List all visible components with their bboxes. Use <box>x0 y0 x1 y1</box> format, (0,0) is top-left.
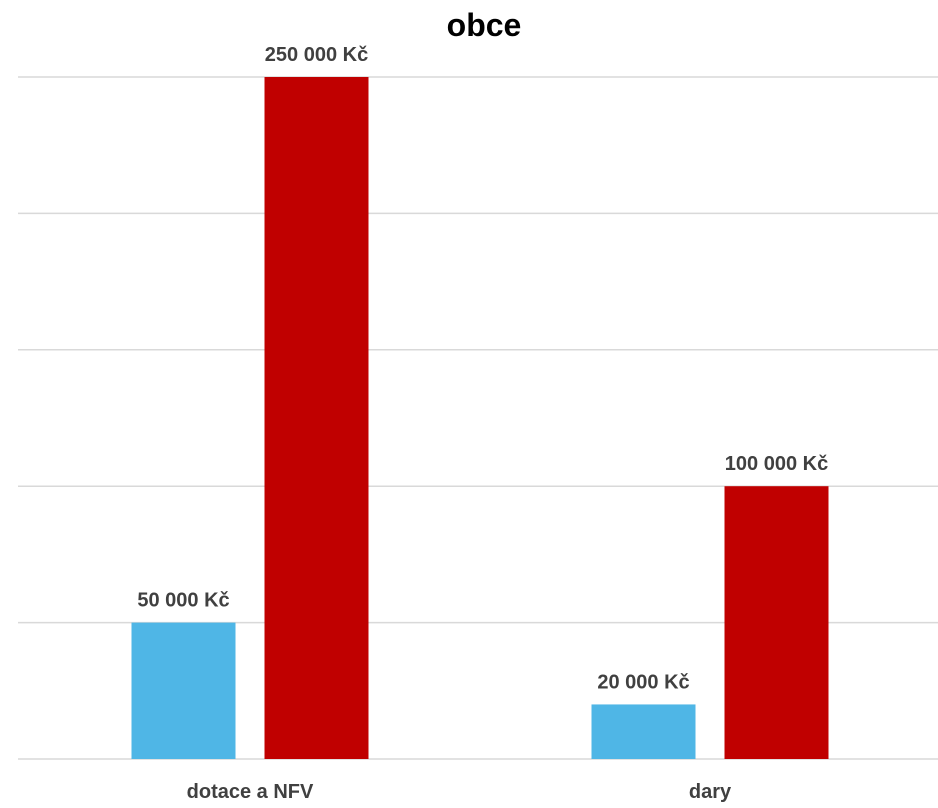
bar <box>131 622 236 759</box>
bars <box>131 77 829 759</box>
chart-title: obce <box>447 7 522 43</box>
category-labels: dotace a NFV dary <box>187 781 732 803</box>
bar <box>724 486 829 759</box>
category-label: dary <box>689 781 732 803</box>
data-label: 100 000 Kč <box>725 453 828 475</box>
bar <box>591 704 696 759</box>
category-label: dotace a NFV <box>187 781 314 803</box>
bar <box>264 77 369 759</box>
data-label: 250 000 Kč <box>265 44 368 66</box>
data-labels: 50 000 Kč 250 000 Kč 20 000 Kč 100 000 Kč <box>137 44 828 693</box>
data-label: 50 000 Kč <box>137 590 229 612</box>
data-label: 20 000 Kč <box>597 671 689 693</box>
